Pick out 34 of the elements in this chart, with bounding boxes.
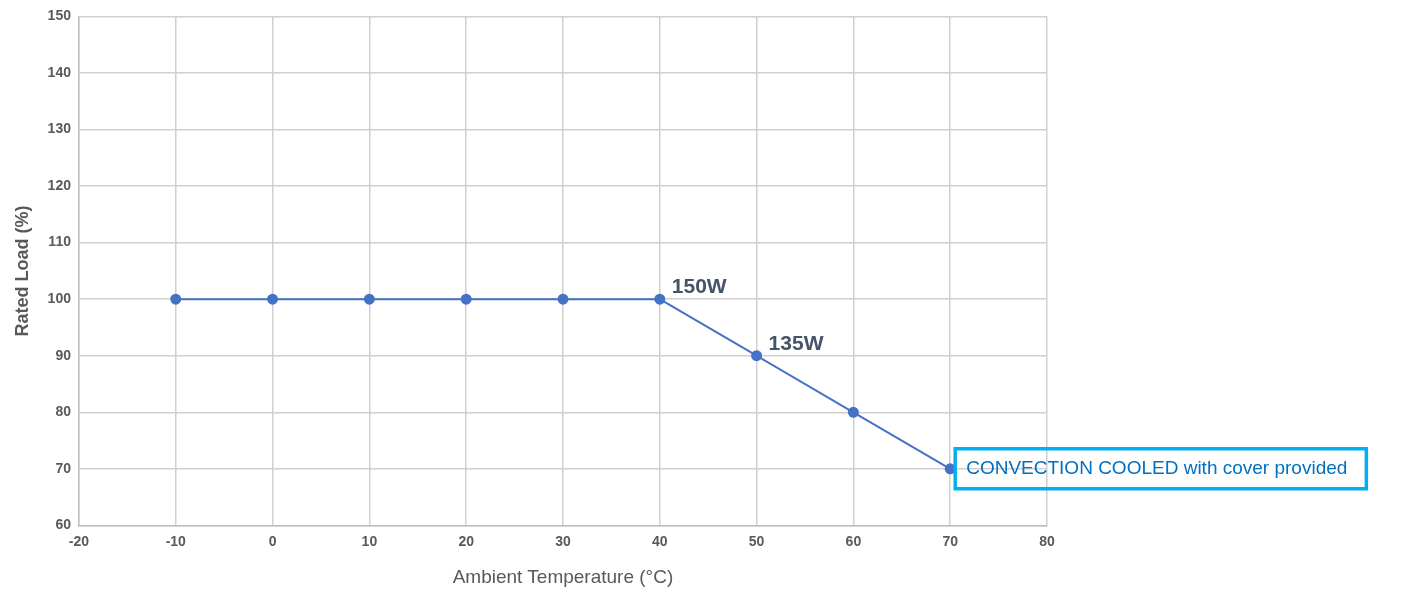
x-tick-label: 70 bbox=[942, 532, 959, 549]
y-tick-label: 60 bbox=[55, 516, 72, 533]
y-axis-title: Rated Load (%) bbox=[11, 205, 32, 337]
x-tick-label: -20 bbox=[68, 532, 90, 549]
y-tick-label: 120 bbox=[47, 176, 72, 193]
y-tick-label: 100 bbox=[47, 290, 72, 307]
x-axis-title: Ambient Temperature (°C) bbox=[452, 565, 674, 587]
point bbox=[654, 293, 666, 305]
x-tick-label: -10 bbox=[165, 532, 187, 549]
y-tick-label: 140 bbox=[47, 63, 72, 80]
point bbox=[170, 293, 182, 305]
x-tick-label: 20 bbox=[458, 532, 475, 549]
x-tick-label: 40 bbox=[651, 532, 668, 549]
annotation: CONVECTION COOLED with cover provided bbox=[966, 457, 1348, 479]
x-tick-label: 80 bbox=[1039, 532, 1055, 549]
y-tick-label: 110 bbox=[48, 233, 72, 250]
y-tick-label: 80 bbox=[55, 403, 72, 420]
point bbox=[363, 293, 375, 305]
point bbox=[557, 293, 569, 305]
point bbox=[460, 293, 472, 305]
x-tick-label: 30 bbox=[555, 532, 571, 549]
x-tick-label: 50 bbox=[748, 532, 765, 549]
point bbox=[847, 406, 859, 418]
y-tick-label: 130 bbox=[47, 120, 72, 137]
point bbox=[751, 350, 763, 362]
annotation: 150W bbox=[671, 274, 727, 298]
x-tick-label: 60 bbox=[845, 532, 862, 549]
x-tick-label: 10 bbox=[361, 532, 378, 549]
y-tick-label: 90 bbox=[55, 346, 72, 363]
y-tick-label: 70 bbox=[55, 459, 72, 476]
point bbox=[267, 293, 279, 305]
y-tick-label: 150 bbox=[47, 7, 72, 24]
annotation: 135W bbox=[768, 330, 824, 354]
x-tick-label: 0 bbox=[268, 532, 277, 549]
